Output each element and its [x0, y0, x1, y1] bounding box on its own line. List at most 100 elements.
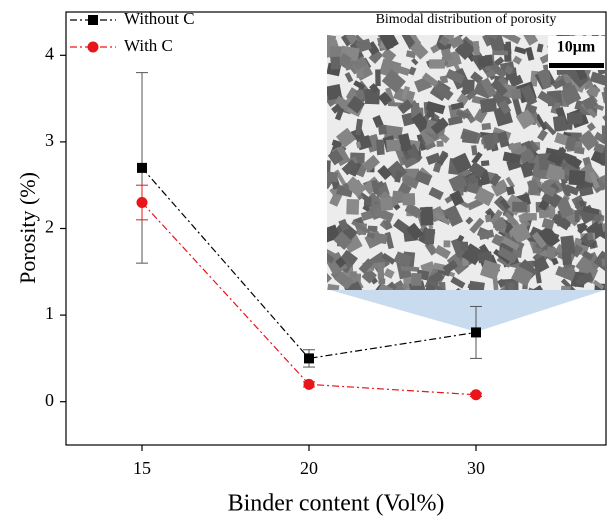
grain [353, 80, 366, 90]
grain [520, 161, 534, 178]
grain [536, 43, 544, 53]
grain [347, 95, 366, 114]
grain [394, 170, 402, 183]
grain [467, 283, 481, 290]
grain [338, 218, 349, 232]
grain [551, 213, 572, 231]
grain [560, 278, 577, 290]
grain [443, 240, 451, 248]
grain [521, 35, 539, 46]
grain [377, 165, 393, 181]
grain [542, 120, 557, 136]
legend-marker [88, 15, 98, 25]
grain [354, 118, 363, 136]
grain [330, 56, 341, 70]
grain [567, 65, 590, 89]
grain [462, 79, 475, 95]
grain [361, 154, 381, 173]
grain [430, 117, 449, 135]
grain [564, 184, 580, 196]
grain [510, 265, 534, 287]
legend-marker [87, 41, 99, 53]
grain [375, 69, 381, 87]
grain [469, 217, 485, 234]
grain [438, 35, 450, 47]
grain [451, 152, 472, 174]
grain [401, 112, 415, 127]
grain [566, 154, 583, 170]
grain [468, 161, 487, 179]
inset-title: Bimodal distribution of porosity [376, 12, 557, 27]
grain [518, 211, 531, 223]
series-line [141, 167, 477, 360]
grain [477, 251, 493, 264]
legend-label: Without C [124, 9, 195, 28]
y-tick-label: 1 [45, 303, 54, 323]
grain [381, 252, 396, 265]
grain [492, 217, 508, 232]
grain [570, 244, 584, 258]
grain [450, 102, 464, 110]
grain [586, 232, 594, 241]
grain [344, 176, 367, 198]
grain [496, 278, 506, 289]
grain [334, 271, 354, 290]
grain [567, 77, 586, 93]
grain [542, 64, 552, 83]
inset-pointer [330, 290, 605, 330]
x-tick-label: 30 [467, 458, 485, 478]
grain [506, 185, 515, 196]
grain [411, 112, 430, 133]
grain [358, 258, 374, 274]
grain [593, 131, 605, 146]
grain [547, 150, 565, 167]
grain [428, 186, 444, 201]
grain [409, 40, 429, 60]
grain [508, 74, 524, 88]
grain [445, 68, 465, 85]
grain [333, 231, 353, 251]
grain [339, 249, 358, 268]
x-tick-label: 20 [300, 458, 318, 478]
grain [376, 139, 385, 156]
data-point [136, 197, 148, 209]
grain [425, 101, 446, 115]
grain [386, 139, 401, 152]
grain [376, 283, 394, 290]
grain [578, 199, 586, 208]
grain [560, 84, 582, 106]
scale-bar-label: 10μm [557, 39, 596, 56]
data-point [304, 353, 314, 364]
grain [505, 176, 516, 189]
grain [537, 225, 561, 250]
grain [449, 190, 465, 207]
x-axis-label: Binder content (Vol%) [228, 491, 445, 517]
grain [551, 257, 559, 266]
grain [421, 283, 436, 290]
y-tick-label: 4 [45, 43, 54, 63]
grain [340, 35, 353, 47]
grain [565, 123, 573, 130]
grain [426, 109, 435, 118]
grain [480, 259, 501, 281]
grain [508, 282, 515, 290]
grain [439, 75, 449, 84]
grain [481, 122, 492, 131]
grain [411, 273, 422, 286]
grain [363, 196, 372, 207]
grain [480, 160, 490, 167]
grain [442, 259, 459, 274]
y-tick-label: 0 [45, 390, 54, 410]
grain [432, 162, 442, 173]
grain [450, 276, 466, 289]
grain [582, 205, 600, 215]
grain [492, 276, 499, 290]
grain [408, 66, 417, 76]
grain [589, 71, 605, 86]
grain [491, 233, 504, 247]
grain [398, 133, 412, 152]
grain [471, 151, 483, 165]
grain [327, 149, 344, 166]
grain [525, 46, 535, 61]
